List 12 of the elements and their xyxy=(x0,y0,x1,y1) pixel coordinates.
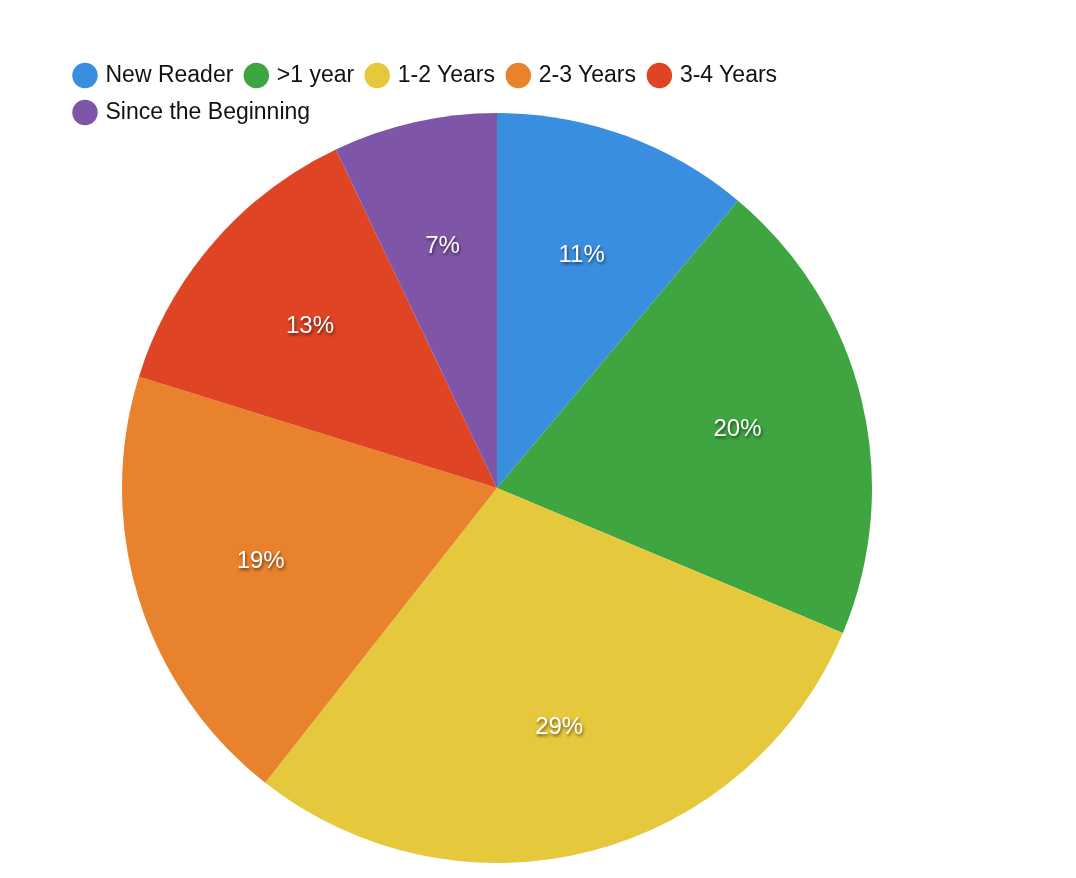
legend-label: 3-4 Years xyxy=(679,60,778,87)
legend-label: New Reader xyxy=(105,60,234,87)
data-label: 19% xyxy=(236,546,285,574)
legend-label: 2-3 Years xyxy=(538,60,636,87)
data-label: 11% xyxy=(558,240,605,268)
data-label: 13% xyxy=(285,310,334,338)
data-label: 7% xyxy=(425,231,460,259)
data-label: 29% xyxy=(535,712,584,740)
legend-label: >1 year xyxy=(276,60,355,87)
legend-label: 1-2 Years xyxy=(397,60,495,87)
data-label: 20% xyxy=(713,414,762,442)
legend-label: Since the Beginning xyxy=(105,97,311,124)
